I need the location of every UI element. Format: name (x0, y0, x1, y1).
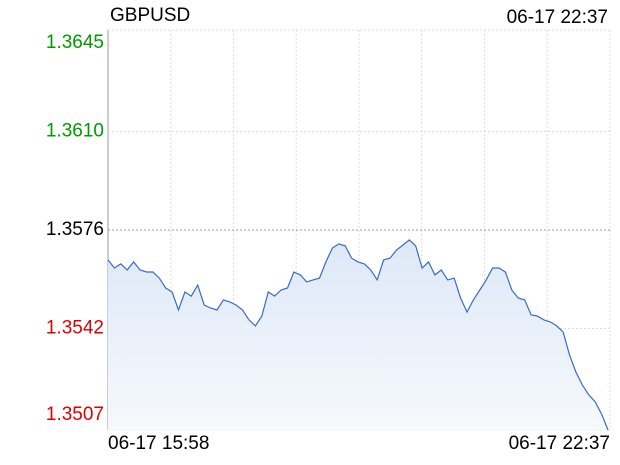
y-tick-label: 1.3645 (46, 32, 104, 53)
x-tick-label: 06-17 15:58 (108, 433, 209, 454)
y-tick-label: 1.3610 (46, 120, 104, 141)
line (107, 239, 609, 431)
chart-title: GBPUSD (110, 5, 190, 26)
area (108, 239, 608, 430)
time: 06-17 22:37 (507, 7, 608, 28)
y-tick-label: 1.3542 (46, 318, 104, 339)
y-tick-label: 1.3507 (46, 404, 104, 425)
y-tick-label: 1.3576 (46, 219, 104, 240)
x-tick-label: 06-17 22:37 (509, 433, 610, 454)
